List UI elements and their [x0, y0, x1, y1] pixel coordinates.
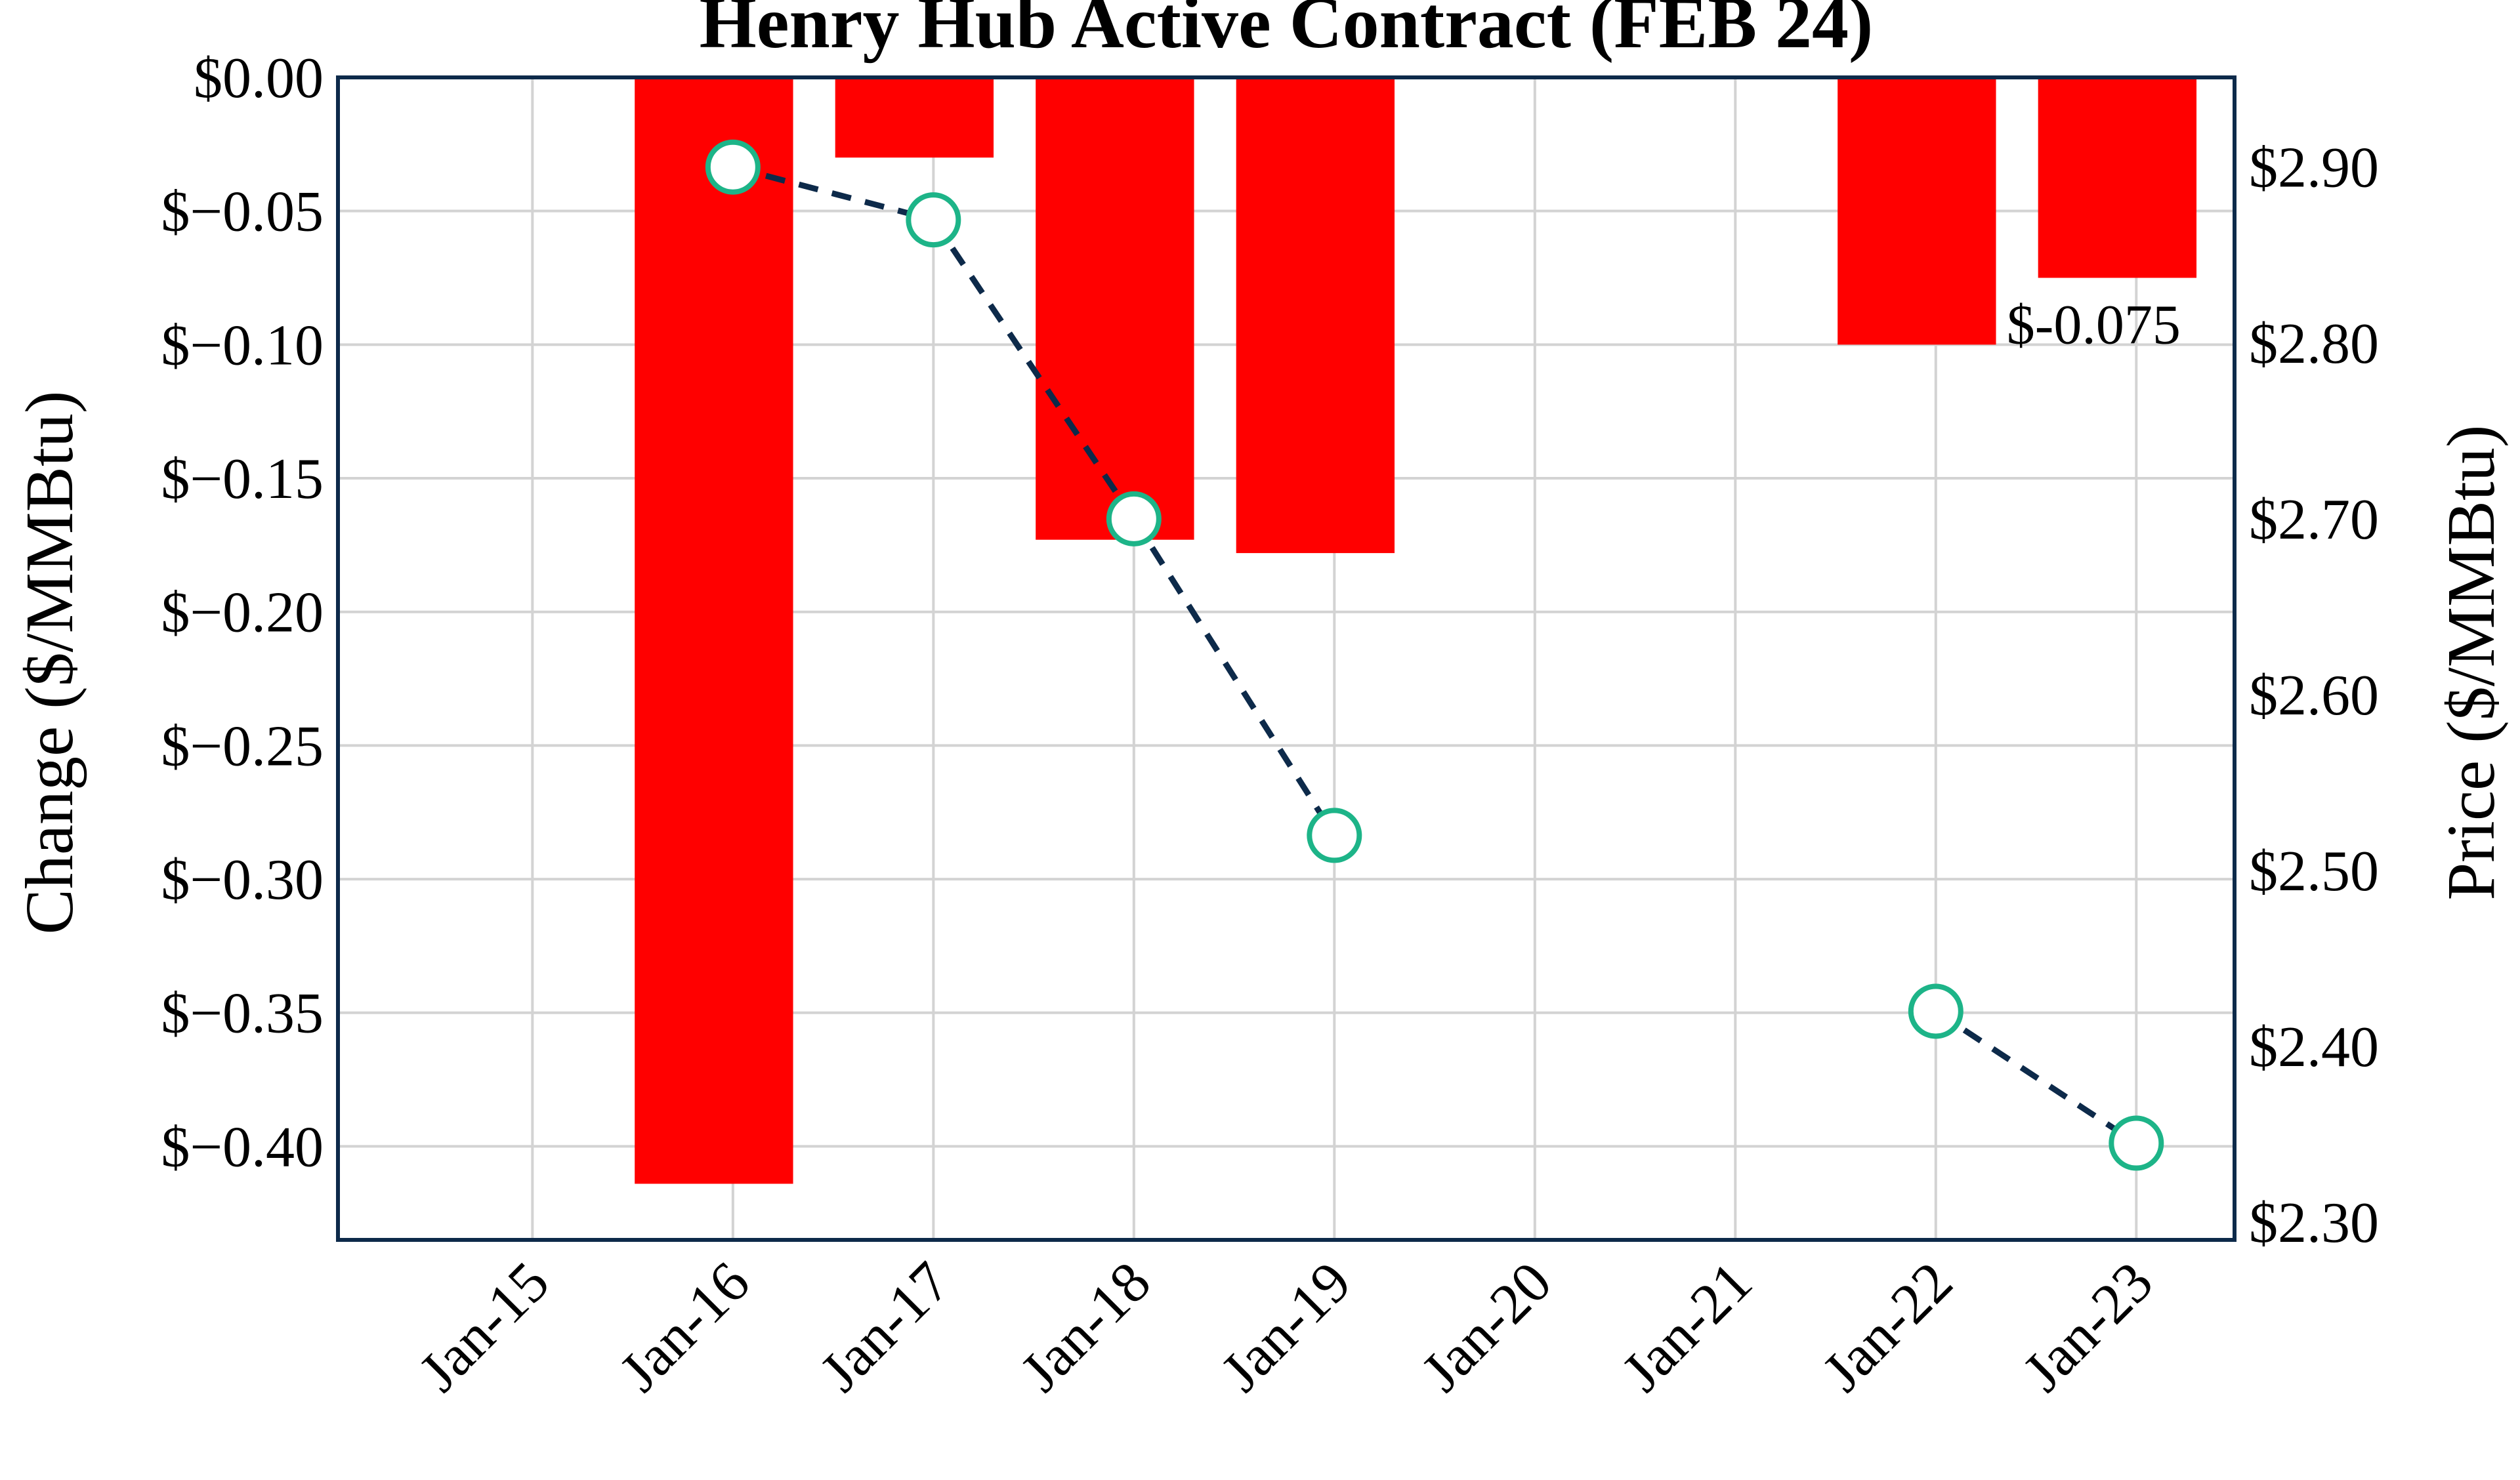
- left-tick-label: $−0.10: [161, 314, 324, 377]
- left-tick-label: $−0.25: [161, 714, 324, 778]
- left-tick-label: $−0.35: [161, 982, 324, 1046]
- left-tick-label: $0.00: [194, 47, 324, 110]
- right-tick-label: $2.30: [2249, 1191, 2379, 1255]
- price-line-segment: [1131, 517, 1337, 837]
- left-tick-label: $−0.15: [161, 447, 324, 511]
- price-line-segment: [1934, 1008, 2138, 1146]
- left-axis-ticks: $0.00 $−0.05 $−0.10 $−0.15 $−0.20 $−0.25 $−0.3…: [161, 47, 324, 1179]
- x-tick-label: Jan-19: [1209, 1250, 1363, 1404]
- bar-Jan-16: [635, 77, 793, 1184]
- right-axis-label: Price ($/MMBtu): [2433, 424, 2509, 900]
- right-tick-label: $2.60: [2249, 664, 2379, 728]
- x-tick-label: Jan-21: [1610, 1250, 1764, 1404]
- left-tick-label: $−0.05: [161, 180, 324, 244]
- left-tick-label: $−0.30: [161, 848, 324, 912]
- plot-frame: [336, 75, 2236, 1242]
- price-marker-Jan-22: [1908, 983, 1964, 1039]
- left-tick-label: $−0.20: [161, 581, 324, 645]
- price-markers: [705, 139, 2164, 1171]
- annotations: $-0.075: [2007, 293, 2181, 356]
- right-tick-label: $2.70: [2249, 488, 2379, 552]
- x-tick-label: Jan-15: [408, 1250, 561, 1404]
- price-line-segment: [732, 164, 934, 223]
- right-tick-label: $2.90: [2249, 136, 2379, 200]
- bar-Jan-18: [1036, 77, 1194, 540]
- price-line-series: [732, 164, 2138, 1146]
- price-marker-Jan-19: [1307, 808, 1362, 863]
- chart-title: Henry Hub Active Contract (FEB 24): [700, 0, 1874, 64]
- left-axis-label: Change ($/MMBtu): [12, 390, 87, 934]
- right-tick-label: $2.40: [2249, 1016, 2379, 1079]
- x-tick-label: Jan-23: [2011, 1250, 2165, 1404]
- price-marker-Jan-16: [705, 139, 761, 195]
- bar-Jan-23: [2038, 77, 2197, 278]
- bar-Jan-22: [1838, 77, 1996, 345]
- x-tick-label: Jan-20: [1410, 1250, 1563, 1404]
- bar-Jan-17: [835, 77, 994, 158]
- left-tick-label: $−0.40: [161, 1115, 324, 1179]
- price-marker-Jan-23: [2109, 1115, 2164, 1171]
- right-tick-label: $2.50: [2249, 840, 2379, 903]
- price-line-segment: [931, 218, 1137, 521]
- x-tick-label: Jan-16: [608, 1250, 761, 1404]
- price-marker-Jan-17: [906, 192, 961, 248]
- bar-Jan-19: [1236, 77, 1395, 554]
- x-axis-ticks: Jan-15 Jan-16 Jan-17 Jan-18 Jan-19 Jan-20 Jan-…: [408, 1250, 2165, 1404]
- x-tick-label: Jan-22: [1811, 1250, 1964, 1404]
- x-tick-label: Jan-17: [808, 1250, 962, 1404]
- price-marker-Jan-18: [1106, 491, 1162, 546]
- data-label-Jan-23: $-0.075: [2007, 293, 2181, 356]
- bars: [635, 77, 2197, 1184]
- right-axis-ticks: $2.90 $2.80 $2.70 $2.60 $2.50 $2.40 $2.30: [2249, 136, 2379, 1255]
- x-tick-label: Jan-18: [1009, 1250, 1162, 1404]
- right-tick-label: $2.80: [2249, 312, 2379, 376]
